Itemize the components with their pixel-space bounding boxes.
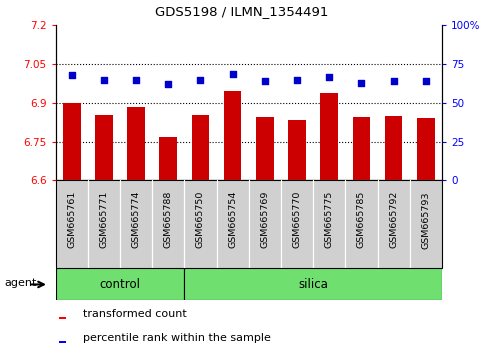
Point (261, 79, 269, 84)
Bar (249, 181, 281, 268)
Text: GSM665785: GSM665785 (357, 191, 366, 249)
Point (100, 77, 108, 82)
Bar (185, 181, 216, 268)
Point (229, 71, 237, 76)
Bar (378, 181, 410, 268)
Bar (152, 181, 185, 268)
Text: silica: silica (298, 278, 328, 291)
Bar (288, 120, 306, 181)
Bar (313, 181, 345, 268)
Text: GSM665788: GSM665788 (164, 191, 173, 249)
Bar (127, 107, 145, 181)
Text: GSM665761: GSM665761 (67, 191, 76, 249)
Point (357, 80, 365, 86)
Bar (192, 115, 209, 181)
Point (197, 77, 204, 82)
Bar (56, 181, 88, 268)
Bar (159, 137, 177, 181)
Point (132, 77, 140, 82)
Text: transformed count: transformed count (83, 309, 186, 319)
Bar (59, 341, 66, 343)
Bar (56, 268, 185, 301)
Bar (281, 181, 313, 268)
Bar (320, 93, 338, 181)
Point (390, 79, 398, 84)
Text: GSM665770: GSM665770 (293, 191, 301, 249)
Bar (95, 115, 113, 181)
Point (326, 74, 333, 79)
Point (422, 79, 430, 84)
Bar (59, 317, 66, 319)
Point (164, 81, 172, 87)
Text: control: control (99, 278, 141, 291)
Text: percentile rank within the sample: percentile rank within the sample (83, 333, 270, 343)
Text: GSM665775: GSM665775 (325, 191, 334, 249)
Text: agent: agent (4, 278, 37, 288)
Bar (353, 117, 370, 181)
Bar (410, 181, 442, 268)
Bar (185, 268, 442, 301)
Text: GSM665774: GSM665774 (131, 191, 141, 249)
Text: GSM665771: GSM665771 (99, 191, 108, 249)
Point (293, 77, 301, 82)
Bar (385, 116, 402, 181)
Bar (224, 91, 242, 181)
Text: GSM665769: GSM665769 (260, 191, 270, 249)
Text: GSM665792: GSM665792 (389, 191, 398, 249)
Bar (88, 181, 120, 268)
Text: GSM665793: GSM665793 (421, 191, 430, 249)
Bar (417, 119, 435, 181)
Point (68, 72, 75, 78)
Text: GDS5198 / ILMN_1354491: GDS5198 / ILMN_1354491 (155, 5, 328, 18)
Text: GSM665754: GSM665754 (228, 191, 237, 249)
Text: GSM665750: GSM665750 (196, 191, 205, 249)
Bar (216, 181, 249, 268)
Bar (256, 117, 274, 181)
Bar (120, 181, 152, 268)
Bar (345, 181, 378, 268)
Bar (63, 103, 81, 181)
